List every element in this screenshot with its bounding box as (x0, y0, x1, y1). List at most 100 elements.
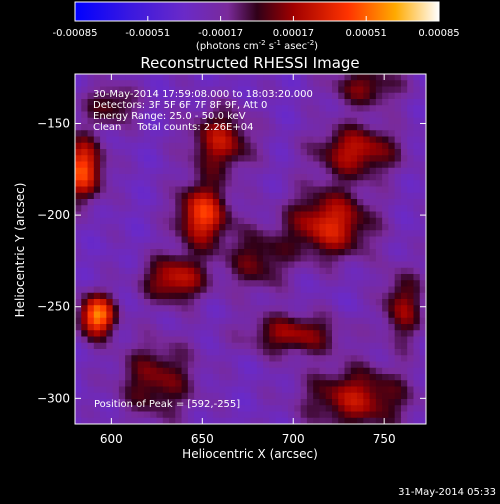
heatmap-cell (306, 280, 314, 288)
heatmap-cell (244, 224, 252, 231)
heatmap-cell (225, 92, 233, 100)
heatmap-cell (388, 411, 396, 419)
heatmap-cell (300, 111, 308, 119)
heatmap-cell (382, 167, 389, 175)
heatmap-cell (187, 261, 195, 269)
heatmap-cell (244, 305, 252, 313)
colorbar-tick-label: 0.00017 (273, 28, 314, 39)
heatmap-cell (375, 80, 383, 88)
heatmap-cell (87, 136, 95, 144)
heatmap-cell (194, 299, 201, 306)
heatmap-cell (106, 92, 114, 100)
heatmap-cell (319, 99, 327, 106)
heatmap-cell (200, 324, 208, 331)
heatmap-cell (206, 230, 214, 238)
heatmap-cell (87, 130, 95, 138)
heatmap-cell (162, 324, 170, 331)
heatmap-cell (244, 274, 252, 281)
heatmap-cell (219, 80, 227, 88)
heatmap-cell (156, 386, 164, 394)
heatmap-cell (150, 155, 158, 163)
heatmap-cell (93, 305, 101, 313)
heatmap-cell (382, 336, 389, 344)
heatmap-cell (306, 342, 314, 350)
heatmap-cell (162, 249, 170, 256)
heatmap-cell (407, 142, 415, 150)
heatmap-cell (275, 130, 283, 138)
heatmap-cell (300, 224, 308, 231)
heatmap-cell (81, 386, 89, 394)
heatmap-cell (382, 330, 389, 338)
heatmap-cell (313, 149, 321, 156)
heatmap-cell (143, 330, 151, 338)
heatmap-cell (93, 86, 101, 94)
heatmap-cell (93, 292, 101, 300)
heatmap-cell (288, 92, 295, 100)
heatmap-cell (281, 367, 289, 375)
heatmap-cell (137, 380, 145, 388)
heatmap-cell (225, 74, 233, 81)
heatmap-cell (407, 380, 415, 388)
heatmap-cell (407, 330, 415, 338)
heatmap-cell (143, 124, 151, 131)
heatmap-cell (281, 267, 289, 275)
heatmap-cell (357, 324, 364, 331)
heatmap-cell (87, 399, 95, 406)
heatmap-cell (306, 274, 314, 281)
heatmap-cell (419, 324, 426, 331)
heatmap-cell (162, 74, 170, 81)
heatmap-cell (100, 311, 107, 319)
heatmap-cell (244, 124, 252, 131)
heatmap-cell (256, 336, 264, 344)
heatmap-cell (75, 167, 82, 175)
heatmap-cell (112, 374, 120, 381)
heatmap-cell (75, 74, 82, 81)
heatmap-cell (169, 261, 176, 269)
heatmap-cell (162, 180, 170, 188)
heatmap-cell (288, 311, 295, 319)
colorbar (74, 1, 440, 22)
heatmap-cell (363, 86, 371, 94)
heatmap-cell (306, 317, 314, 325)
heatmap-cell (369, 255, 377, 263)
heatmap-cell (93, 142, 101, 150)
heatmap-cell (106, 74, 114, 81)
heatmap-cell (194, 161, 201, 169)
heatmap-cell (106, 336, 114, 344)
heatmap-cell (81, 211, 89, 219)
heatmap-cell (212, 417, 220, 424)
heatmap-cell (256, 324, 264, 331)
heatmap-cell (256, 386, 264, 394)
heatmap-cell (400, 249, 408, 256)
heatmap-cell (212, 242, 220, 250)
heatmap-cell (300, 130, 308, 138)
heatmap-cell (131, 280, 139, 288)
heatmap-cell (225, 117, 233, 125)
heatmap-cell (125, 299, 133, 306)
heatmap-cell (237, 174, 245, 181)
heatmap-cell (375, 130, 383, 138)
heatmap-cell (156, 186, 164, 194)
heatmap-cell (225, 349, 233, 356)
heatmap-cell (225, 186, 233, 194)
heatmap-cell (244, 380, 252, 388)
heatmap-cell (156, 374, 164, 381)
heatmap-cell (175, 374, 183, 381)
heatmap-cell (194, 367, 201, 375)
heatmap-cell (400, 211, 408, 219)
heatmap-cell (200, 192, 208, 200)
heatmap-cell (81, 224, 89, 231)
heatmap-cell (394, 305, 402, 313)
heatmap-cell (413, 167, 421, 175)
heatmap-cell (219, 192, 227, 200)
heatmap-cell (363, 142, 371, 150)
heatmap-cell (219, 374, 227, 381)
heatmap-cell (363, 361, 371, 369)
heatmap-cell (281, 255, 289, 263)
heatmap-cell (313, 80, 321, 88)
heatmap-cell (244, 324, 252, 331)
heatmap-cell (350, 286, 358, 294)
heatmap-cell (306, 255, 314, 263)
heatmap-cell (75, 267, 82, 275)
heatmap-cell (357, 267, 364, 275)
